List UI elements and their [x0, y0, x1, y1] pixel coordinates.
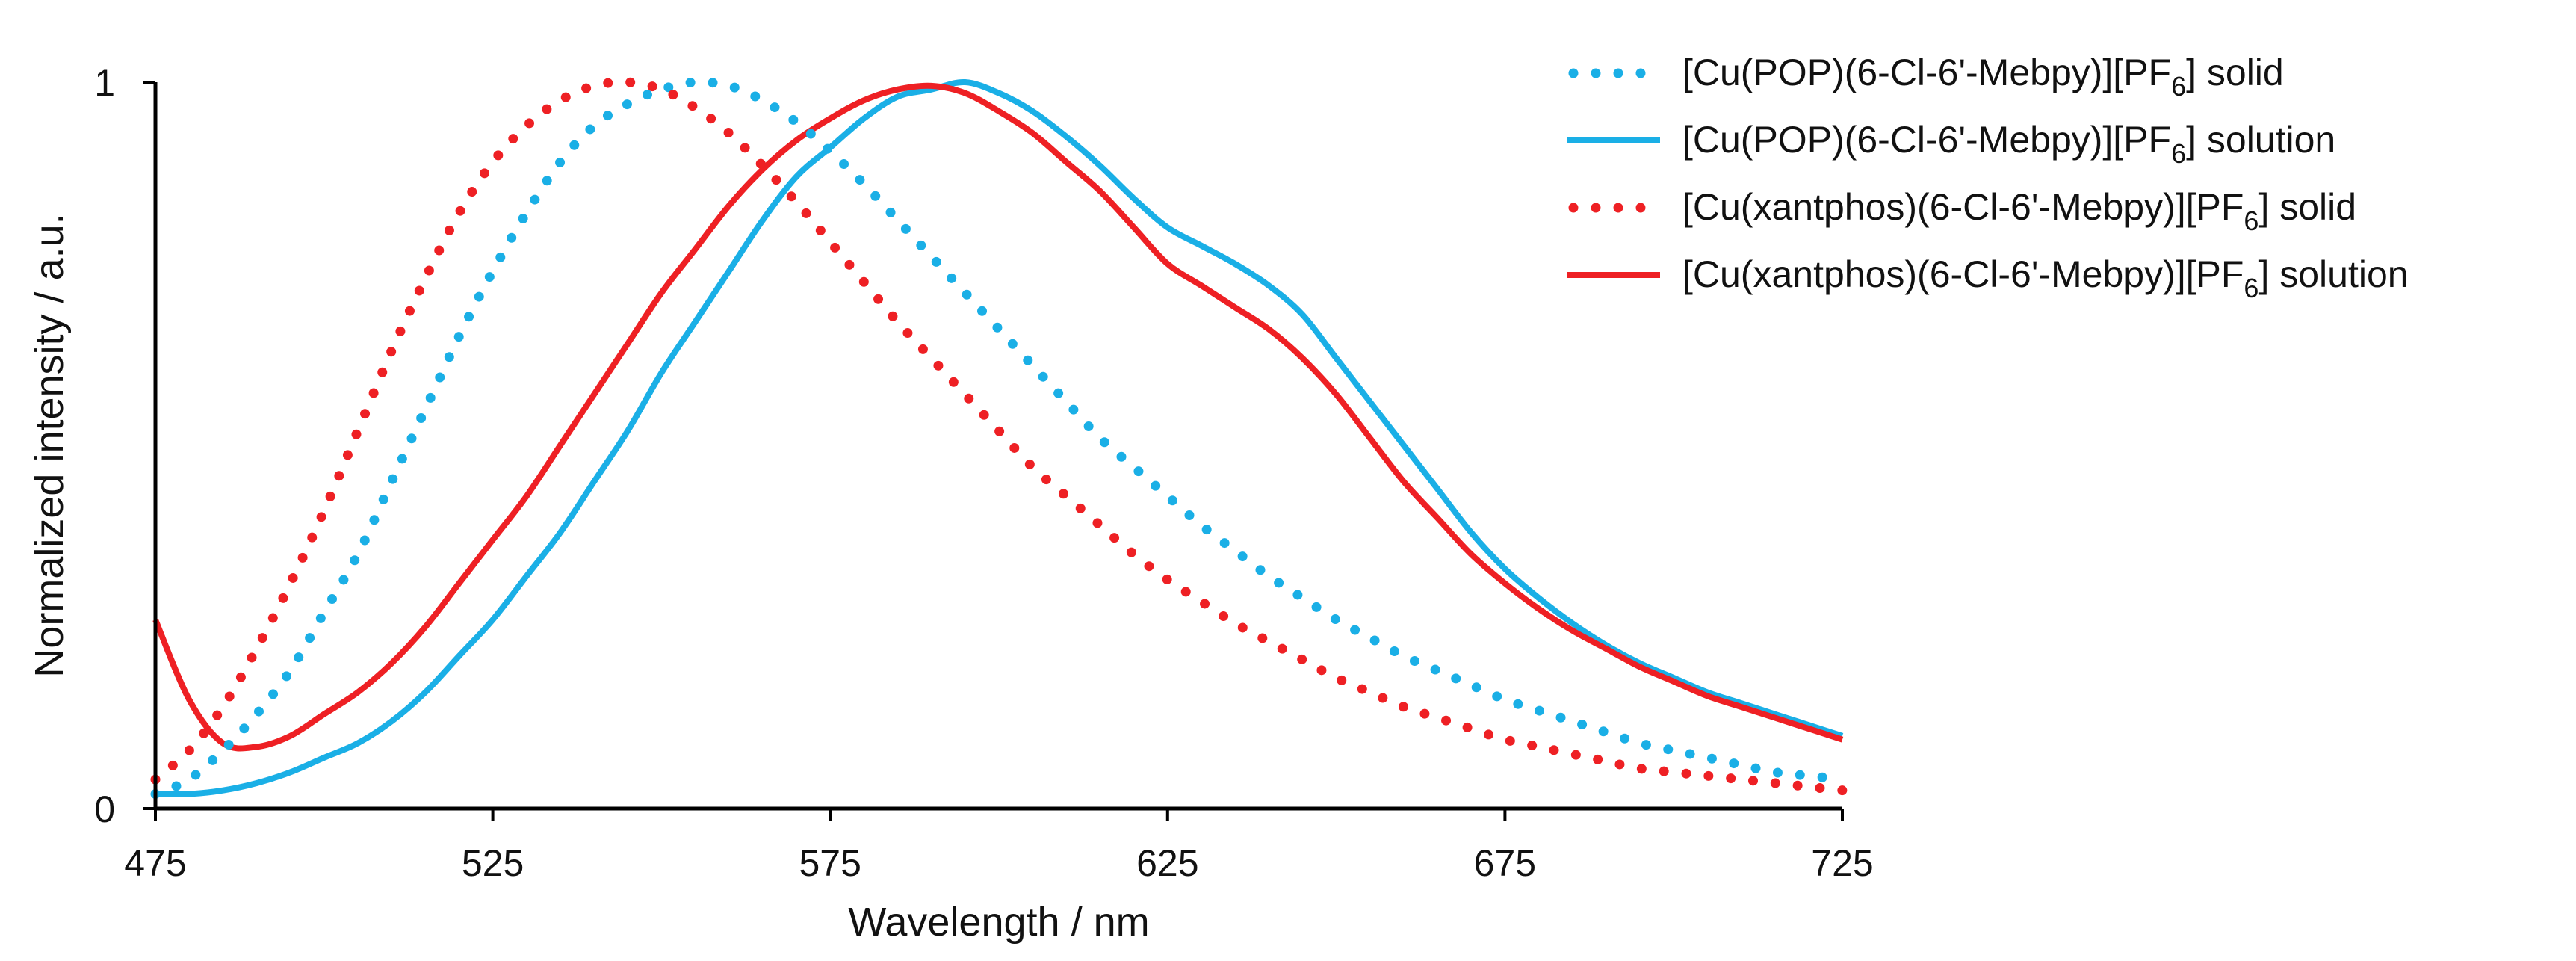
x-tick-label: 625: [1136, 842, 1198, 884]
y-tick-label: 1: [94, 62, 115, 104]
x-tick-label: 675: [1474, 842, 1536, 884]
y-tick-label: 0: [94, 788, 115, 830]
y-axis-title: Normalized intensity / a.u.: [27, 213, 72, 677]
plot-series: [150, 77, 1848, 800]
x-tick-label: 525: [462, 842, 524, 884]
legend-label-3: [Cu(xantphos)(6-Cl-6'-Mebpy)][PF6] solid: [1682, 186, 2356, 236]
x-axis-title: Wavelength / nm: [848, 900, 1149, 945]
x-tick-label: 475: [124, 842, 186, 884]
x-tick-label: 725: [1811, 842, 1873, 884]
legend-label-1: [Cu(POP)(6-Cl-6'-Mebpy)][PF6] solid: [1682, 52, 2284, 102]
legend-label-4: [Cu(xantphos)(6-Cl-6'-Mebpy)][PF6] solut…: [1682, 253, 2409, 303]
x-ticks: 475 525 575 625 675 725: [124, 809, 1874, 884]
legend: [Cu(POP)(6-Cl-6'-Mebpy)][PF6] solid [Cu(P…: [1567, 52, 2409, 303]
series-line-2: [155, 78, 1844, 797]
legend-label-2: [Cu(POP)(6-Cl-6'-Mebpy)][PF6] solution: [1682, 119, 2335, 169]
series-line-1: [150, 77, 1848, 800]
series-line-4: [152, 82, 1844, 752]
x-tick-label: 575: [799, 842, 861, 884]
y-ticks: 01: [94, 62, 155, 830]
series-line-3: [150, 77, 1848, 796]
